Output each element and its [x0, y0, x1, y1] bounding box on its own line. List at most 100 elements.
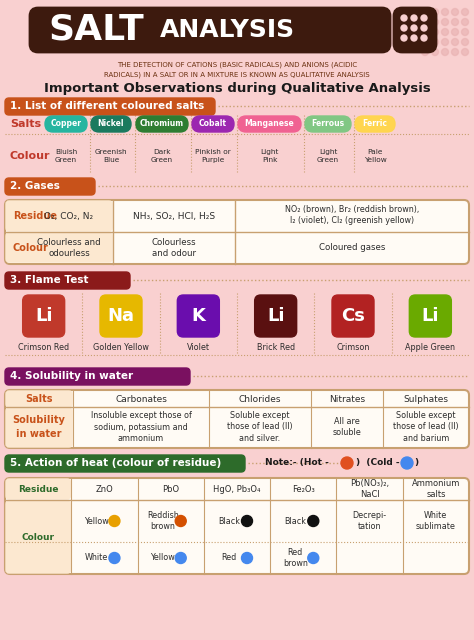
Text: Light
Pink: Light Pink — [260, 149, 279, 163]
Text: Dark
Green: Dark Green — [151, 149, 173, 163]
Text: 2. Gases: 2. Gases — [10, 181, 60, 191]
Text: Soluble except
those of lead (II)
and barium: Soluble except those of lead (II) and ba… — [393, 411, 459, 444]
Text: Reddish
brown: Reddish brown — [147, 511, 179, 531]
Text: Golden Yellow: Golden Yellow — [93, 342, 149, 351]
Circle shape — [421, 38, 428, 45]
Circle shape — [401, 457, 413, 469]
Text: ANALYSIS: ANALYSIS — [160, 18, 295, 42]
Text: Black: Black — [284, 516, 306, 525]
FancyBboxPatch shape — [23, 295, 64, 337]
Text: NH₃, SO₂, HCl, H₂S: NH₃, SO₂, HCl, H₂S — [133, 211, 215, 221]
Circle shape — [431, 19, 438, 26]
Circle shape — [421, 8, 428, 15]
Text: Ferric: Ferric — [363, 120, 388, 129]
Text: Nickel: Nickel — [98, 120, 124, 129]
FancyBboxPatch shape — [394, 8, 436, 52]
FancyBboxPatch shape — [5, 200, 469, 264]
FancyBboxPatch shape — [6, 391, 72, 407]
Circle shape — [421, 29, 428, 35]
Circle shape — [441, 8, 448, 15]
Text: K: K — [191, 307, 205, 325]
Text: Apple Green: Apple Green — [405, 342, 456, 351]
Circle shape — [431, 29, 438, 35]
Text: Yellow: Yellow — [84, 516, 109, 525]
Text: Colour: Colour — [10, 151, 51, 161]
Text: Carbonates: Carbonates — [115, 394, 167, 403]
Circle shape — [241, 552, 253, 563]
Circle shape — [308, 515, 319, 527]
Text: SALT: SALT — [48, 13, 144, 47]
Text: Crimson: Crimson — [337, 342, 370, 351]
Circle shape — [431, 38, 438, 45]
Circle shape — [109, 515, 120, 527]
FancyBboxPatch shape — [5, 455, 245, 472]
Text: Important Observations during Qualitative Analysis: Important Observations during Qualitativ… — [44, 82, 430, 95]
Text: Crimson Red: Crimson Red — [18, 342, 69, 351]
Text: Pale
Yellow: Pale Yellow — [364, 149, 386, 163]
Text: Nitrates: Nitrates — [329, 394, 365, 403]
Text: NO₂ (brown), Br₂ (reddish brown),
I₂ (violet), Cl₂ (greenish yellow): NO₂ (brown), Br₂ (reddish brown), I₂ (vi… — [285, 205, 419, 225]
Text: THE DETECTION OF CATIONS (BASIC RADICALS) AND ANIONS (ACIDIC
RADICALS) IN A SALT: THE DETECTION OF CATIONS (BASIC RADICALS… — [104, 62, 370, 78]
Text: PbO: PbO — [162, 484, 179, 493]
Circle shape — [308, 552, 319, 563]
FancyBboxPatch shape — [5, 178, 95, 195]
Text: Coloured gases: Coloured gases — [319, 243, 385, 253]
Circle shape — [421, 25, 427, 31]
Circle shape — [431, 8, 438, 15]
FancyBboxPatch shape — [6, 201, 112, 231]
Text: Red: Red — [221, 554, 237, 563]
Text: White
sublimate: White sublimate — [416, 511, 456, 531]
FancyBboxPatch shape — [91, 116, 131, 132]
Text: Li: Li — [267, 307, 284, 325]
Text: Manganese: Manganese — [245, 120, 294, 129]
FancyBboxPatch shape — [45, 116, 87, 132]
Text: Pb(NO₃)₂,
NaCl: Pb(NO₃)₂, NaCl — [350, 479, 389, 499]
Circle shape — [411, 15, 417, 21]
Text: Insoluble except those of
sodium, potassium and
ammonium: Insoluble except those of sodium, potass… — [91, 411, 191, 444]
Text: Cs: Cs — [341, 307, 365, 325]
Text: Colourless and
odourless: Colourless and odourless — [37, 237, 101, 259]
Circle shape — [341, 457, 353, 469]
Text: All are
soluble: All are soluble — [333, 417, 361, 437]
Circle shape — [452, 49, 458, 56]
FancyBboxPatch shape — [5, 98, 215, 115]
Circle shape — [462, 19, 468, 26]
Circle shape — [401, 35, 407, 41]
FancyBboxPatch shape — [6, 479, 70, 499]
FancyBboxPatch shape — [410, 295, 451, 337]
Text: Red
brown: Red brown — [283, 548, 308, 568]
Text: Decrepi-
tation: Decrepi- tation — [353, 511, 387, 531]
Text: Ammonium
salts: Ammonium salts — [412, 479, 460, 499]
FancyBboxPatch shape — [238, 116, 301, 132]
Circle shape — [441, 29, 448, 35]
Circle shape — [411, 25, 417, 31]
FancyBboxPatch shape — [355, 116, 395, 132]
FancyBboxPatch shape — [100, 295, 142, 337]
Text: ZnO: ZnO — [96, 484, 113, 493]
Circle shape — [441, 19, 448, 26]
Circle shape — [421, 19, 428, 26]
Text: Residue: Residue — [13, 211, 57, 221]
Circle shape — [421, 49, 428, 56]
FancyBboxPatch shape — [177, 295, 219, 337]
FancyBboxPatch shape — [255, 295, 297, 337]
Circle shape — [462, 49, 468, 56]
Circle shape — [109, 552, 120, 563]
Circle shape — [421, 15, 427, 21]
Text: Ferrous: Ferrous — [311, 120, 345, 129]
FancyBboxPatch shape — [5, 272, 130, 289]
Text: Yellow: Yellow — [150, 554, 175, 563]
Text: 5. Action of heat (colour of residue): 5. Action of heat (colour of residue) — [10, 458, 221, 468]
FancyBboxPatch shape — [192, 116, 234, 132]
Text: White: White — [85, 554, 108, 563]
Text: 4. Solubility in water: 4. Solubility in water — [10, 371, 133, 381]
Circle shape — [401, 25, 407, 31]
Circle shape — [441, 38, 448, 45]
FancyBboxPatch shape — [5, 478, 469, 574]
Text: Chromium: Chromium — [140, 120, 184, 129]
FancyBboxPatch shape — [6, 501, 70, 573]
Text: Note:- (Hot -: Note:- (Hot - — [265, 458, 329, 467]
Circle shape — [431, 49, 438, 56]
Text: Light
Green: Light Green — [317, 149, 339, 163]
Text: Cobalt: Cobalt — [199, 120, 227, 129]
